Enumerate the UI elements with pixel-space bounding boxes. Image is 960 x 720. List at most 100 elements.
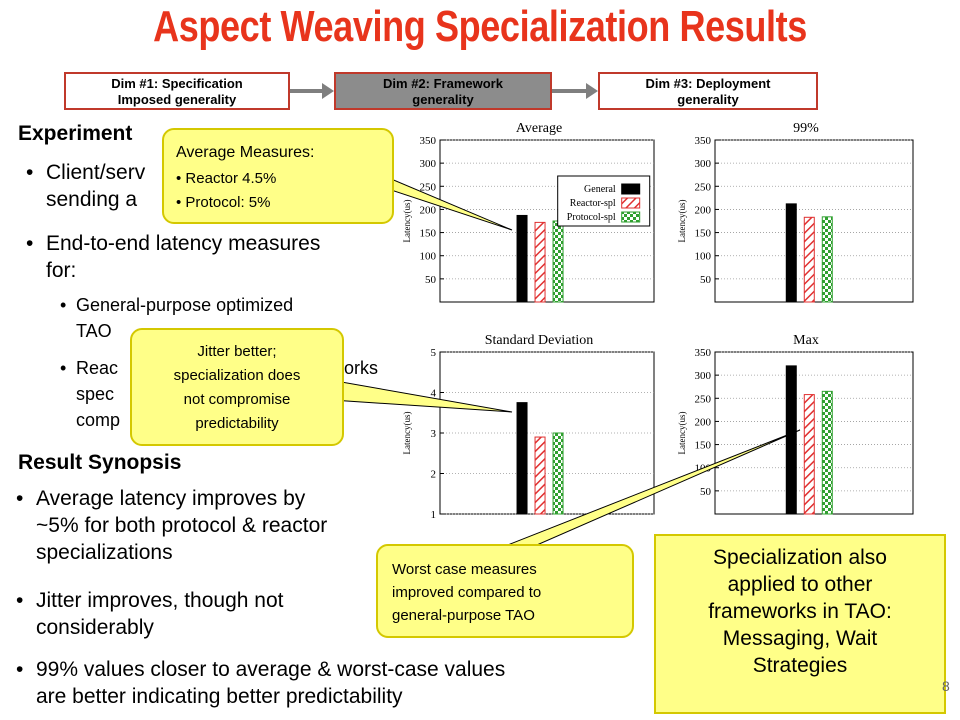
note-line: frameworks in TAO: bbox=[708, 600, 892, 623]
bullet-text: comp bbox=[76, 410, 121, 430]
dim-1-box: Dim #1: Specification Imposed generality bbox=[64, 72, 290, 110]
bullet-text: Jitter improves, though not bbox=[36, 589, 284, 612]
bullet-text: General-purpose optimized bbox=[76, 295, 294, 315]
callout-title: Average Measures: bbox=[176, 144, 315, 161]
bar-protocol-spl bbox=[821, 216, 833, 303]
y-tick-label: 350 bbox=[695, 347, 712, 359]
y-axis-label: Latency(us) bbox=[677, 412, 687, 455]
y-tick-label: 100 bbox=[695, 251, 712, 263]
y-tick-label: 350 bbox=[695, 135, 712, 147]
bar-general bbox=[516, 214, 528, 303]
bullet-text: spec bbox=[76, 384, 115, 404]
callout-text: not compromise bbox=[183, 391, 291, 408]
y-tick-label: 100 bbox=[420, 251, 437, 263]
callout-pointer bbox=[499, 429, 801, 549]
bullet-text: TAO bbox=[76, 321, 112, 341]
bar-reactor-spl bbox=[534, 221, 546, 303]
chart-title: 99% bbox=[793, 121, 819, 136]
page-title: Aspect Weaving Specialization Results bbox=[153, 2, 807, 51]
y-tick-label: 1 bbox=[431, 509, 437, 521]
bullet-text: Average latency improves by bbox=[36, 487, 306, 510]
y-tick-label: 50 bbox=[425, 274, 437, 286]
y-tick-label: 5 bbox=[431, 347, 437, 359]
bullet-dot: • bbox=[16, 589, 24, 612]
legend-label: Reactor-spl bbox=[570, 198, 616, 209]
bullet-text: End-to-end latency measures bbox=[46, 232, 321, 255]
bullet-text: ~5% for both protocol & reactor bbox=[36, 514, 328, 537]
bar-general bbox=[785, 203, 797, 303]
note-line: Specialization also bbox=[713, 546, 887, 569]
chart-title: Average bbox=[516, 121, 562, 136]
arrow-head bbox=[586, 83, 598, 99]
bar-protocol-spl bbox=[552, 432, 564, 515]
y-tick-label: 300 bbox=[695, 158, 712, 170]
callout-text: Jitter better; bbox=[197, 343, 277, 360]
dim-1-line1: Dim #1: Specification bbox=[111, 76, 243, 91]
bullet-text: for: bbox=[46, 259, 77, 282]
worst-case-callout: Worst case measures improved compared to… bbox=[376, 544, 634, 638]
callout-text: Reactor 4.5% bbox=[185, 170, 277, 187]
arrow-head bbox=[322, 83, 334, 99]
y-tick-label: 50 bbox=[700, 486, 712, 498]
bullet-text: orks bbox=[344, 358, 379, 378]
y-axis-label: Latency(us) bbox=[402, 200, 412, 243]
page-number: 8 bbox=[942, 678, 950, 694]
legend-swatch bbox=[621, 197, 641, 209]
y-tick-label: 4 bbox=[431, 388, 437, 400]
legend-swatch bbox=[621, 183, 641, 195]
y-tick-label: 350 bbox=[420, 135, 437, 147]
note-line: Messaging, Wait bbox=[722, 627, 878, 650]
specialization-note: Specialization also applied to other fra… bbox=[654, 534, 946, 714]
y-tick-label: 150 bbox=[420, 228, 437, 240]
legend-swatch bbox=[621, 211, 641, 223]
bar-general bbox=[785, 365, 797, 515]
y-tick-label: 250 bbox=[695, 393, 712, 405]
callout-text: improved compared to bbox=[392, 584, 542, 601]
y-tick-label: 2 bbox=[431, 469, 437, 481]
bullet-text: considerably bbox=[36, 616, 154, 639]
legend-label: Protocol-spl bbox=[567, 212, 616, 223]
bullet-text: specializations bbox=[36, 541, 173, 564]
y-tick-label: 300 bbox=[420, 158, 437, 170]
y-tick-label: 200 bbox=[695, 416, 712, 428]
bar-protocol-spl bbox=[821, 390, 833, 515]
y-tick-label: 250 bbox=[695, 181, 712, 193]
average-measures-callout: Average Measures: • Reactor 4.5% • Proto… bbox=[162, 128, 394, 224]
y-tick-label: 150 bbox=[695, 440, 712, 452]
dim-1-line2: Imposed generality bbox=[117, 92, 237, 107]
bullet-text: are better indicating better predictabil… bbox=[36, 685, 403, 708]
callout-bullet: • Protocol: 5% bbox=[176, 194, 271, 211]
bullet-dot: • bbox=[26, 232, 34, 255]
arrow-connector bbox=[552, 89, 586, 93]
y-tick-label: 3 bbox=[431, 428, 437, 440]
bullet-dot: • bbox=[16, 658, 24, 681]
y-tick-label: 150 bbox=[695, 228, 712, 240]
dim-2-line1: Dim #2: Framework bbox=[383, 76, 503, 91]
callout-text: Worst case measures bbox=[392, 561, 537, 578]
callout-text: general-purpose TAO bbox=[392, 607, 535, 624]
bar-general bbox=[516, 402, 528, 515]
y-axis-label: Latency(us) bbox=[402, 412, 412, 455]
dim-2-box: Dim #2: Framework generality bbox=[334, 72, 552, 110]
chart-title: Max bbox=[793, 333, 819, 348]
callout-text: specialization does bbox=[173, 367, 301, 384]
bar-reactor-spl bbox=[803, 394, 815, 515]
bullet-text: 99% values closer to average & worst-cas… bbox=[36, 658, 506, 681]
latency-charts: Average50100150200250300350Latency(us)Ge… bbox=[402, 121, 914, 521]
bullet-dot: • bbox=[16, 487, 24, 510]
experiment-heading: Experiment bbox=[18, 122, 133, 145]
dim-3-line2: generality bbox=[677, 92, 739, 107]
jitter-callout: Jitter better; specialization does not c… bbox=[130, 328, 344, 446]
dim-3-box: Dim #3: Deployment generality bbox=[598, 72, 818, 110]
dim-3-line1: Dim #3: Deployment bbox=[645, 76, 771, 91]
bullet-text: sending a bbox=[46, 188, 138, 211]
bullet-dot: • bbox=[26, 161, 34, 184]
y-tick-label: 200 bbox=[695, 204, 712, 216]
callout-text: Protocol: 5% bbox=[185, 194, 271, 211]
bullet-text: Client/serv bbox=[46, 161, 146, 184]
arrow-connector bbox=[290, 89, 322, 93]
note-line: Strategies bbox=[752, 654, 848, 677]
callout-bullet: • Reactor 4.5% bbox=[176, 170, 277, 187]
synopsis-heading: Result Synopsis bbox=[18, 451, 182, 474]
y-tick-label: 200 bbox=[420, 204, 437, 216]
